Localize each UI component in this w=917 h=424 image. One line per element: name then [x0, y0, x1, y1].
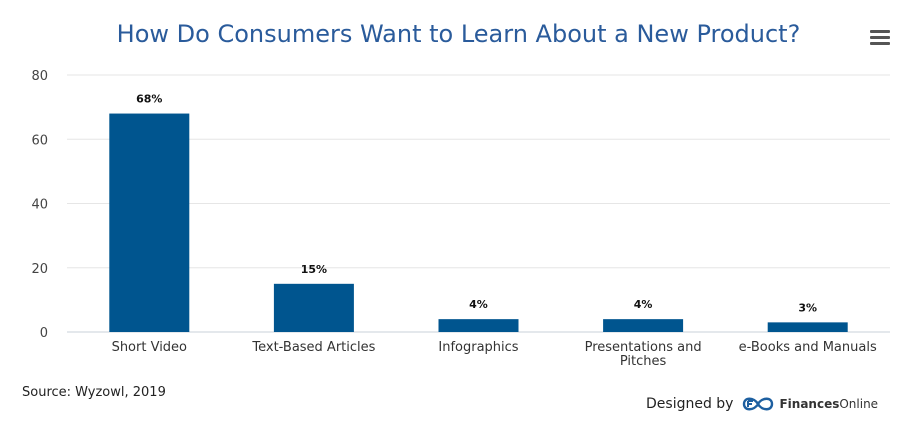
designed-by-label: Designed by: [646, 396, 734, 412]
x-tick-label-1: Short Video: [112, 340, 187, 355]
data-label-2: 15%: [301, 263, 327, 276]
bar-2: [273, 283, 354, 332]
chart-title: How Do Consumers Want to Learn About a N…: [116, 20, 801, 48]
bar-4: [603, 319, 684, 332]
bar-1: [109, 113, 190, 332]
x-tick-label-3: Infographics: [438, 340, 518, 355]
data-label-4: 4%: [634, 298, 653, 311]
x-tick-label-4: Presentations and Pitches: [585, 340, 702, 369]
bar-5: [767, 322, 848, 332]
y-tick-label: 20: [31, 262, 48, 277]
x-tick-label-2: Text-Based Articles: [251, 340, 375, 355]
hamburger-menu-icon[interactable]: [870, 30, 890, 46]
designed-by-credit[interactable]: Designed by FinancesOnline: [646, 394, 878, 414]
x-tick-label-5: e-Books and Manuals: [739, 340, 877, 355]
source-note: Source: Wyzowl, 2019: [22, 385, 166, 400]
data-label-1: 68%: [136, 93, 162, 106]
y-tick-label: 40: [31, 198, 48, 213]
y-tick-label: 60: [31, 133, 48, 148]
financesonline-brand: FinancesOnline: [779, 397, 879, 411]
bar-chart: 0 20 40 60 80 68% Short Video 15% Text-Based Art…: [31, 69, 890, 369]
y-tick-label: 80: [31, 69, 48, 84]
bar-3: [438, 319, 519, 332]
data-label-3: 4%: [469, 298, 488, 311]
financesonline-logo-icon: [743, 397, 774, 411]
data-label-5: 3%: [798, 301, 817, 314]
y-tick-label: 0: [40, 326, 48, 341]
